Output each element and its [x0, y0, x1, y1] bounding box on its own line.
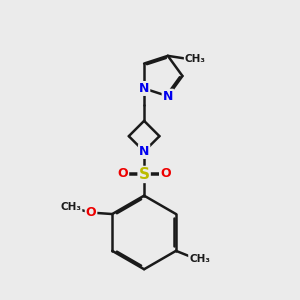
Text: O: O	[118, 167, 128, 180]
Text: CH₃: CH₃	[189, 254, 210, 264]
Text: N: N	[139, 145, 149, 158]
Text: O: O	[160, 167, 171, 180]
Text: N: N	[139, 82, 149, 95]
Text: S: S	[139, 167, 150, 182]
Text: O: O	[86, 206, 96, 219]
Text: CH₃: CH₃	[185, 54, 206, 64]
Text: N: N	[163, 90, 173, 103]
Text: CH₃: CH₃	[61, 202, 82, 212]
